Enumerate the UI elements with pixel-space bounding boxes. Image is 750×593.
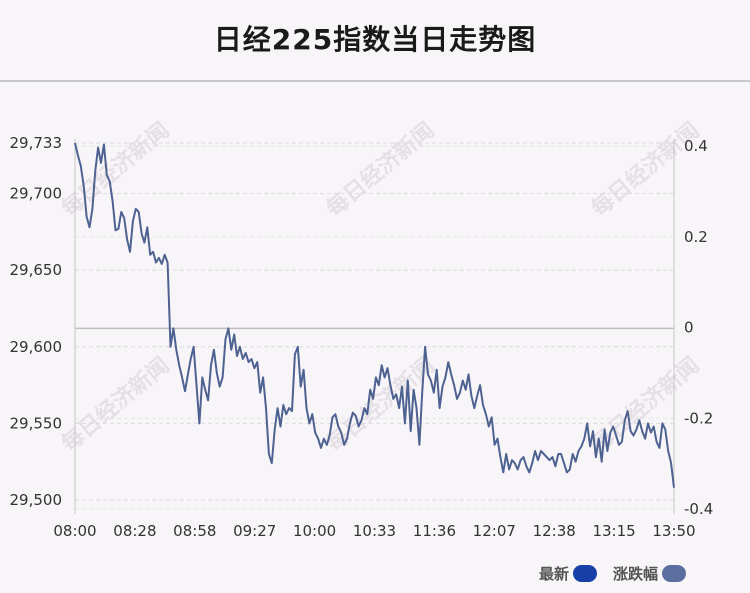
x-tick-label: 12:07	[473, 522, 516, 540]
legend-item-latest[interactable]: 最新	[539, 563, 597, 584]
legend-item-change[interactable]: 涨跌幅	[613, 563, 686, 584]
y-left-tick-label: 29,550	[10, 414, 63, 432]
y-right-tick-label: 0.2	[684, 228, 708, 246]
x-tick-label: 10:33	[353, 522, 396, 540]
y-left-tick-label: 29,650	[10, 261, 63, 279]
x-tick-label: 08:58	[173, 522, 216, 540]
y-left-tick-label: 29,600	[10, 338, 63, 356]
y-right-tick-label: 0.4	[684, 137, 708, 155]
x-tick-label: 13:50	[652, 522, 695, 540]
y-right-tick-label: -0.2	[684, 409, 713, 427]
x-tick-label: 10:00	[293, 522, 336, 540]
x-tick-label: 13:15	[592, 522, 635, 540]
x-tick-label: 08:28	[113, 522, 156, 540]
y-right-tick-label: -0.4	[684, 500, 713, 518]
x-tick-label: 12:38	[533, 522, 576, 540]
legend-swatch-latest	[572, 565, 597, 582]
y-left-tick-label: 29,700	[10, 185, 63, 203]
watermark: 每日经济新闻	[57, 117, 175, 222]
legend-label-latest: 最新	[538, 565, 569, 583]
title-divider	[0, 80, 750, 82]
legend: 最新 涨跌幅	[523, 563, 686, 584]
watermark: 每日经济新闻	[322, 117, 440, 222]
y-left-tick-label: 29,500	[10, 491, 63, 509]
y-right-tick-label: 0	[684, 319, 694, 337]
series-line-0	[74, 142, 675, 488]
watermark: 每日经济新闻	[57, 352, 175, 457]
watermark: 每日经济新闻	[587, 117, 705, 222]
x-tick-label: 09:27	[233, 522, 276, 540]
x-tick-label: 08:00	[53, 522, 96, 540]
x-tick-label: 11:36	[413, 522, 456, 540]
chart-title: 日经225指数当日走势图	[213, 23, 537, 56]
legend-label-change: 涨跌幅	[612, 565, 658, 583]
legend-swatch-change	[662, 565, 686, 582]
y-left-tick-label: 29,733	[10, 134, 63, 152]
